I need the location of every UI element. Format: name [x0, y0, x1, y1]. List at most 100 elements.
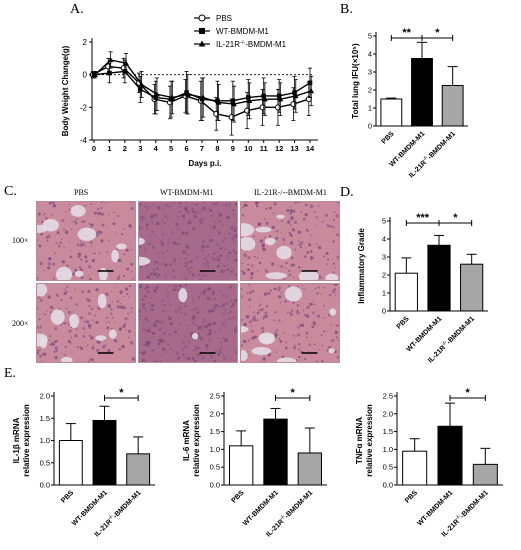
- nucleus-spot: [145, 223, 149, 227]
- nucleus-spot: [278, 295, 282, 299]
- nucleus-spot: [229, 285, 232, 289]
- nucleus-spot: [63, 353, 66, 356]
- nucleus-spot: [173, 241, 177, 245]
- nucleus-spot: [66, 286, 68, 288]
- nucleus-spot: [326, 258, 330, 261]
- nucleus-spot: [213, 303, 217, 307]
- nucleus-spot: [210, 298, 213, 302]
- nucleus-spot: [144, 205, 147, 208]
- nucleus-spot: [174, 285, 176, 288]
- nucleus-spot: [271, 262, 275, 266]
- nucleus-spot: [299, 323, 302, 327]
- nucleus-spot: [178, 323, 182, 326]
- nucleus-spot: [107, 226, 109, 228]
- nucleus-spot: [224, 319, 227, 321]
- nucleus-spot: [269, 289, 272, 292]
- nucleus-spot: [216, 211, 219, 214]
- nucleus-spot: [144, 310, 147, 312]
- nucleus-spot: [110, 312, 112, 315]
- nucleus-spot: [186, 210, 190, 215]
- nucleus-spot: [114, 287, 116, 289]
- nucleus-spot: [139, 336, 141, 339]
- nucleus-spot: [139, 317, 142, 321]
- nucleus-spot: [227, 349, 230, 351]
- nucleus-spot: [208, 338, 212, 342]
- nucleus-spot: [43, 353, 46, 355]
- nucleus-spot: [117, 214, 120, 217]
- nucleus-spot: [309, 302, 313, 306]
- nucleus-spot: [71, 342, 73, 345]
- point-marker: [215, 99, 222, 105]
- nucleus-spot: [141, 215, 145, 219]
- nucleus-spot: [160, 360, 162, 362]
- nucleus-spot: [294, 248, 297, 251]
- nucleus-spot: [323, 255, 326, 258]
- nucleus-spot: [37, 326, 39, 329]
- nucleus-spot: [119, 306, 122, 308]
- nucleus-spot: [281, 322, 283, 324]
- nucleus-spot: [208, 328, 212, 333]
- panel-label-d: D.: [340, 185, 354, 200]
- chart-e-il1b: 0.0 0.5 1.0 1.5 2.0 IL-1β mRNArelative expres…: [12, 387, 155, 538]
- nucleus-spot: [218, 213, 223, 217]
- point-marker: [231, 101, 237, 107]
- nucleus-spot: [164, 275, 167, 279]
- nucleus-spot: [84, 331, 86, 334]
- nucleus-spot: [54, 326, 58, 331]
- y-tick-label: 1: [368, 104, 372, 113]
- point-marker: [274, 104, 281, 111]
- nucleus-spot: [234, 351, 237, 354]
- nucleus-spot: [60, 323, 63, 326]
- bar: [58, 440, 83, 486]
- nucleus-spot: [185, 202, 188, 204]
- nucleus-spot: [108, 321, 110, 323]
- nucleus-spot: [167, 316, 170, 318]
- nucleus-spot: [142, 321, 146, 324]
- nucleus-spot: [101, 202, 104, 204]
- nucleus-spot: [222, 303, 226, 307]
- nucleus-spot: [272, 212, 275, 215]
- nucleus-spot: [143, 350, 147, 354]
- nucleus-spot: [39, 261, 44, 266]
- nucleus-spot: [280, 265, 284, 268]
- alveolar-space: [50, 309, 65, 325]
- nucleus-spot: [335, 233, 339, 237]
- nucleus-spot: [265, 221, 269, 225]
- nucleus-spot: [223, 357, 227, 360]
- nucleus-spot: [128, 336, 130, 339]
- nucleus-spot: [178, 284, 182, 288]
- nucleus-spot: [80, 347, 84, 351]
- nucleus-spot: [184, 264, 188, 268]
- nucleus-spot: [49, 311, 53, 314]
- nucleus-spot: [114, 233, 117, 235]
- nucleus-spot: [222, 336, 225, 339]
- nucleus-spot: [336, 324, 339, 327]
- nucleus-spot: [241, 287, 243, 291]
- nucleus-spot: [158, 317, 161, 319]
- nucleus-spot: [224, 325, 227, 328]
- alveolar-space: [298, 270, 320, 280]
- y-tick-label: 2: [83, 38, 88, 47]
- nucleus-spot: [55, 242, 58, 245]
- nucleus-spot: [189, 218, 191, 221]
- nucleus-spot: [321, 359, 324, 362]
- nucleus-spot: [50, 342, 54, 346]
- nucleus-spot: [260, 307, 264, 312]
- nucleus-spot: [186, 267, 190, 271]
- nucleus-spot: [38, 244, 42, 248]
- nucleus-spot: [208, 332, 212, 335]
- alveolar-space: [284, 286, 303, 302]
- nucleus-spot: [249, 306, 251, 308]
- x-tick-label: PBS: [396, 315, 411, 330]
- nucleus-spot: [259, 239, 264, 243]
- nucleus-spot: [161, 225, 163, 228]
- nucleus-spot: [148, 326, 151, 329]
- nucleus-spot: [317, 292, 319, 295]
- nucleus-spot: [68, 203, 71, 205]
- nucleus-spot: [90, 202, 93, 205]
- nucleus-spot: [229, 310, 232, 313]
- nucleus-spot: [228, 251, 232, 255]
- nucleus-spot: [289, 206, 291, 208]
- nucleus-spot: [166, 249, 169, 252]
- nucleus-spot: [313, 211, 316, 213]
